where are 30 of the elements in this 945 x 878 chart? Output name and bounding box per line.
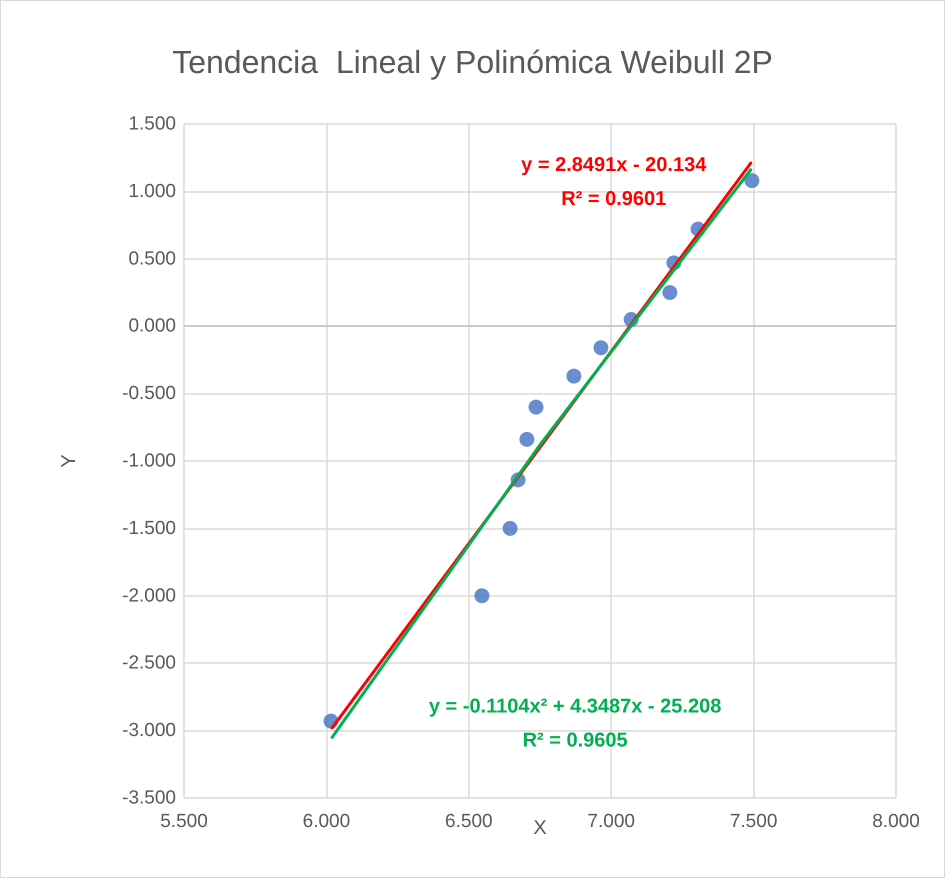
point bbox=[474, 588, 490, 604]
y-tick-label: -3.000 bbox=[122, 720, 176, 742]
y-tick-label: 0.500 bbox=[128, 248, 176, 270]
y-tick-label: -1.000 bbox=[122, 450, 176, 472]
x-tick-label: 7.500 bbox=[730, 811, 778, 832]
y-tick-label: 0.000 bbox=[128, 316, 176, 337]
x-tick-label: 7.000 bbox=[587, 811, 635, 832]
x-tick-label: 6.000 bbox=[302, 811, 350, 832]
x-axis-title: X bbox=[533, 817, 547, 839]
annotation: y = 2.8491x - 20.134 R² = 0.9601 bbox=[521, 154, 708, 210]
y-tick-label: 1.500 bbox=[128, 114, 176, 134]
y-tick-label: -0.500 bbox=[122, 383, 176, 404]
annotation: y = -0.1104x² + 4.3487x - 25.208 R² = 0.9605 bbox=[428, 695, 722, 752]
y-tick-label: -2.500 bbox=[122, 652, 176, 674]
point bbox=[744, 173, 760, 188]
point bbox=[662, 285, 678, 300]
y-tick-label: -3.500 bbox=[122, 788, 176, 808]
y-tick-label: -2.000 bbox=[122, 585, 176, 606]
point bbox=[528, 400, 544, 415]
chart-title: Tendencia Lineal y Polinómica Weibull 2P bbox=[172, 44, 773, 80]
point bbox=[566, 368, 582, 384]
y-tick-label: 1.000 bbox=[128, 180, 176, 202]
x-tick-label: 8.000 bbox=[872, 811, 920, 832]
y-axis-title: Y bbox=[58, 454, 80, 468]
point bbox=[502, 520, 518, 536]
point bbox=[519, 432, 534, 447]
point bbox=[593, 340, 608, 356]
y-tick-label: -1.500 bbox=[122, 518, 176, 539]
x-tick-label: 5.500 bbox=[160, 811, 208, 832]
x-tick-label: 6.500 bbox=[445, 811, 493, 832]
